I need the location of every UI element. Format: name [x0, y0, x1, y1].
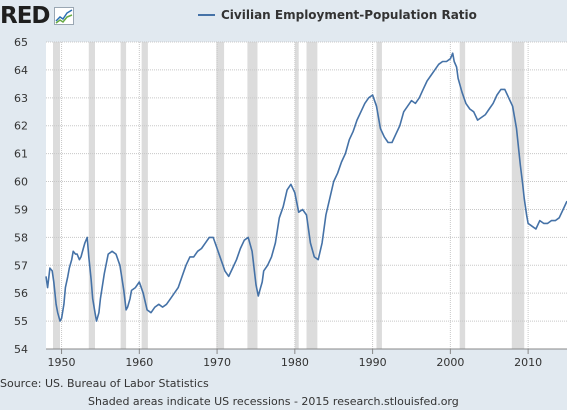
recession-band	[120, 42, 127, 349]
y-tick-label: 57	[14, 259, 28, 272]
x-tick-label: 1980	[281, 356, 309, 369]
y-tick-label: 62	[14, 120, 28, 133]
y-tick-label: 64	[14, 64, 28, 77]
legend-label: Civilian Employment-Population Ratio	[221, 8, 477, 22]
y-tick-label: 63	[14, 92, 28, 105]
x-tick-label: 1960	[125, 356, 153, 369]
recession-band	[141, 42, 148, 349]
y-tick-label: 58	[14, 231, 28, 244]
y-tick-label: 59	[14, 203, 28, 216]
recession-band	[294, 42, 299, 349]
fred-logo: RED	[0, 4, 74, 28]
y-tick-label: 65	[14, 36, 28, 49]
recession-note: Shaded areas indicate US recessions - 20…	[88, 395, 459, 408]
source-note: Source: US. Bureau of Labor Statistics	[0, 377, 209, 390]
recession-band	[459, 42, 466, 349]
recession-band	[88, 42, 95, 349]
x-tick-label: 1970	[203, 356, 231, 369]
x-tick-label: 2000	[436, 356, 464, 369]
y-tick-label: 60	[14, 176, 28, 189]
series-line	[45, 52, 567, 322]
x-tick-label: 2010	[514, 356, 542, 369]
x-tick-label: 1990	[359, 356, 387, 369]
recession-band	[306, 42, 318, 349]
y-tick-label: 55	[14, 315, 28, 328]
recession-band	[511, 42, 525, 349]
recession-band	[52, 42, 60, 349]
x-tick-label: 1950	[48, 356, 76, 369]
recession-band	[216, 42, 225, 349]
logo-text: RED	[0, 3, 51, 29]
legend-swatch	[198, 14, 215, 16]
chart-legend: Civilian Employment-Population Ratio	[198, 8, 477, 22]
recession-band	[376, 42, 382, 349]
y-tick-label: 54	[14, 343, 28, 356]
y-tick-label: 56	[14, 287, 28, 300]
chart-logo-icon	[53, 7, 74, 25]
recession-band	[247, 42, 258, 349]
y-tick-label: 61	[14, 148, 28, 161]
